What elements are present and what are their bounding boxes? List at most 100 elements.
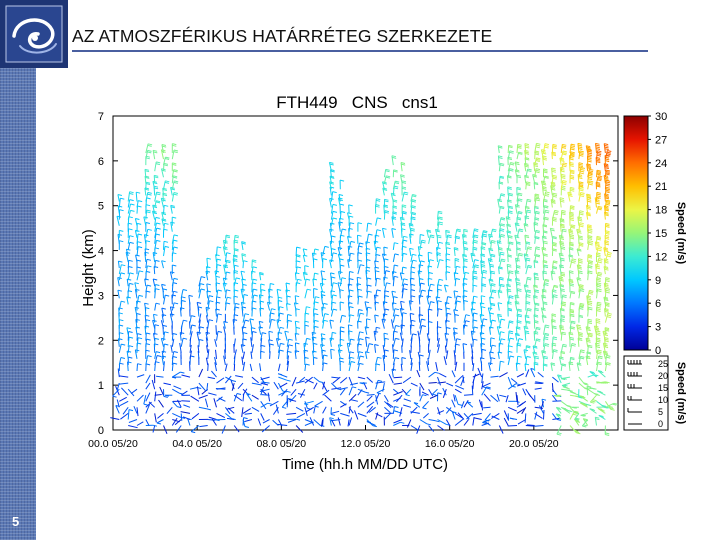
wind-barb (480, 246, 483, 257)
wind-barb-flag (533, 165, 539, 168)
wind-barb-flag (411, 266, 416, 269)
wind-barb-flag (376, 246, 381, 249)
wind-barb (426, 333, 430, 341)
wind-barb-flag (463, 230, 468, 233)
wind-barb (603, 247, 606, 257)
wind-barb (222, 282, 226, 293)
wind-barb (181, 400, 191, 402)
wind-barb (375, 327, 377, 335)
wind-barb-flag (606, 362, 611, 365)
wind-barb-flag (482, 233, 488, 236)
wind-barb-flag (544, 332, 550, 335)
wind-barb-flag (544, 280, 549, 282)
wind-barb (170, 344, 173, 353)
wind-barb (445, 313, 448, 323)
wind-barb (294, 350, 297, 359)
wind-barb-flag (561, 146, 567, 149)
wind-barb (604, 169, 607, 178)
wind-barb-flag (595, 416, 600, 419)
wind-barb (156, 419, 164, 424)
wind-barb-flag (535, 248, 540, 251)
wind-barb (205, 307, 209, 317)
wind-barb (134, 218, 138, 226)
wind-barb (437, 221, 440, 232)
wind-barb-flag (579, 213, 584, 216)
wind-barb-flag (517, 355, 522, 358)
wind-barb (322, 417, 324, 426)
wind-barb-flag (561, 364, 567, 367)
wind-barb (216, 313, 219, 323)
wind-barb-flag (481, 348, 487, 351)
wind-barb (560, 162, 564, 172)
wind-barb-flag (497, 351, 503, 354)
wind-barb (340, 387, 348, 390)
wind-barb-flag (313, 288, 318, 290)
wind-barb-flag (473, 239, 478, 242)
wind-barb (516, 288, 518, 299)
wind-barb-flag (586, 340, 591, 343)
wind-barb (578, 186, 581, 196)
wind-barb (573, 418, 580, 426)
wind-barb-flag (500, 285, 505, 288)
wind-barb-flag (524, 165, 530, 168)
wind-barb (154, 217, 157, 226)
wind-barb (233, 306, 236, 317)
wind-barb (198, 394, 208, 399)
wind-barb (208, 392, 217, 396)
wind-barb-flag (480, 261, 485, 264)
wind-barb (348, 314, 351, 323)
wind-barb-flag (605, 287, 611, 290)
wind-barb (180, 390, 188, 396)
wind-barb (551, 167, 553, 178)
wind-barb (257, 418, 262, 426)
wind-barb (391, 291, 394, 299)
wind-barb-flag (551, 170, 557, 173)
wind-barb-flag (323, 319, 329, 322)
wind-barb-flag (535, 236, 540, 239)
wind-barb (596, 302, 598, 311)
wind-barb-flag (129, 192, 134, 195)
wind-barb-flag (500, 224, 505, 227)
wind-barb-flag (597, 178, 602, 180)
wind-barb-flag (121, 264, 126, 267)
wind-barb-flag (473, 319, 478, 322)
wind-barb-flag (490, 272, 496, 275)
wind-barb-flag (491, 319, 497, 322)
wind-barb-flag (482, 231, 488, 234)
wind-barb-flag (587, 178, 593, 181)
wind-barb-flag (234, 236, 239, 239)
wind-barb-flag (543, 303, 548, 305)
wind-barb-flag (481, 337, 486, 340)
wind-barb-flag (297, 278, 302, 281)
wind-barb-flag (508, 207, 513, 209)
wind-barb-flag (474, 259, 479, 262)
wind-barb-flag (526, 257, 531, 260)
wind-barb-flag (231, 380, 237, 382)
wind-barb (470, 253, 474, 263)
y-axis-label: Height (km) (80, 229, 97, 307)
wind-barb (163, 241, 165, 250)
wind-barb-flag (605, 181, 611, 184)
wind-barb (375, 357, 378, 366)
wind-barb-flag (562, 152, 567, 154)
wind-barb (357, 355, 361, 366)
wind-barb-flag (569, 283, 574, 286)
wind-barb (524, 363, 527, 372)
wind-barb-flag (534, 309, 539, 312)
wind-barb-flag (551, 167, 556, 170)
wind-barb (319, 283, 324, 293)
wind-barb-flag (438, 241, 444, 244)
wind-barb-flag (596, 320, 601, 322)
wind-barb (320, 333, 324, 341)
wind-barb (489, 351, 491, 359)
wind-barb (223, 321, 226, 329)
wind-barb (242, 408, 251, 414)
wind-barb-flag (137, 222, 142, 225)
wind-barb (340, 400, 347, 406)
wind-barb (400, 162, 403, 172)
wind-barb-flag (598, 175, 603, 178)
wind-barb-flag (359, 331, 364, 334)
wind-barb-flag (579, 150, 584, 153)
wind-barb-flag (588, 241, 593, 244)
wind-barb (260, 413, 265, 421)
